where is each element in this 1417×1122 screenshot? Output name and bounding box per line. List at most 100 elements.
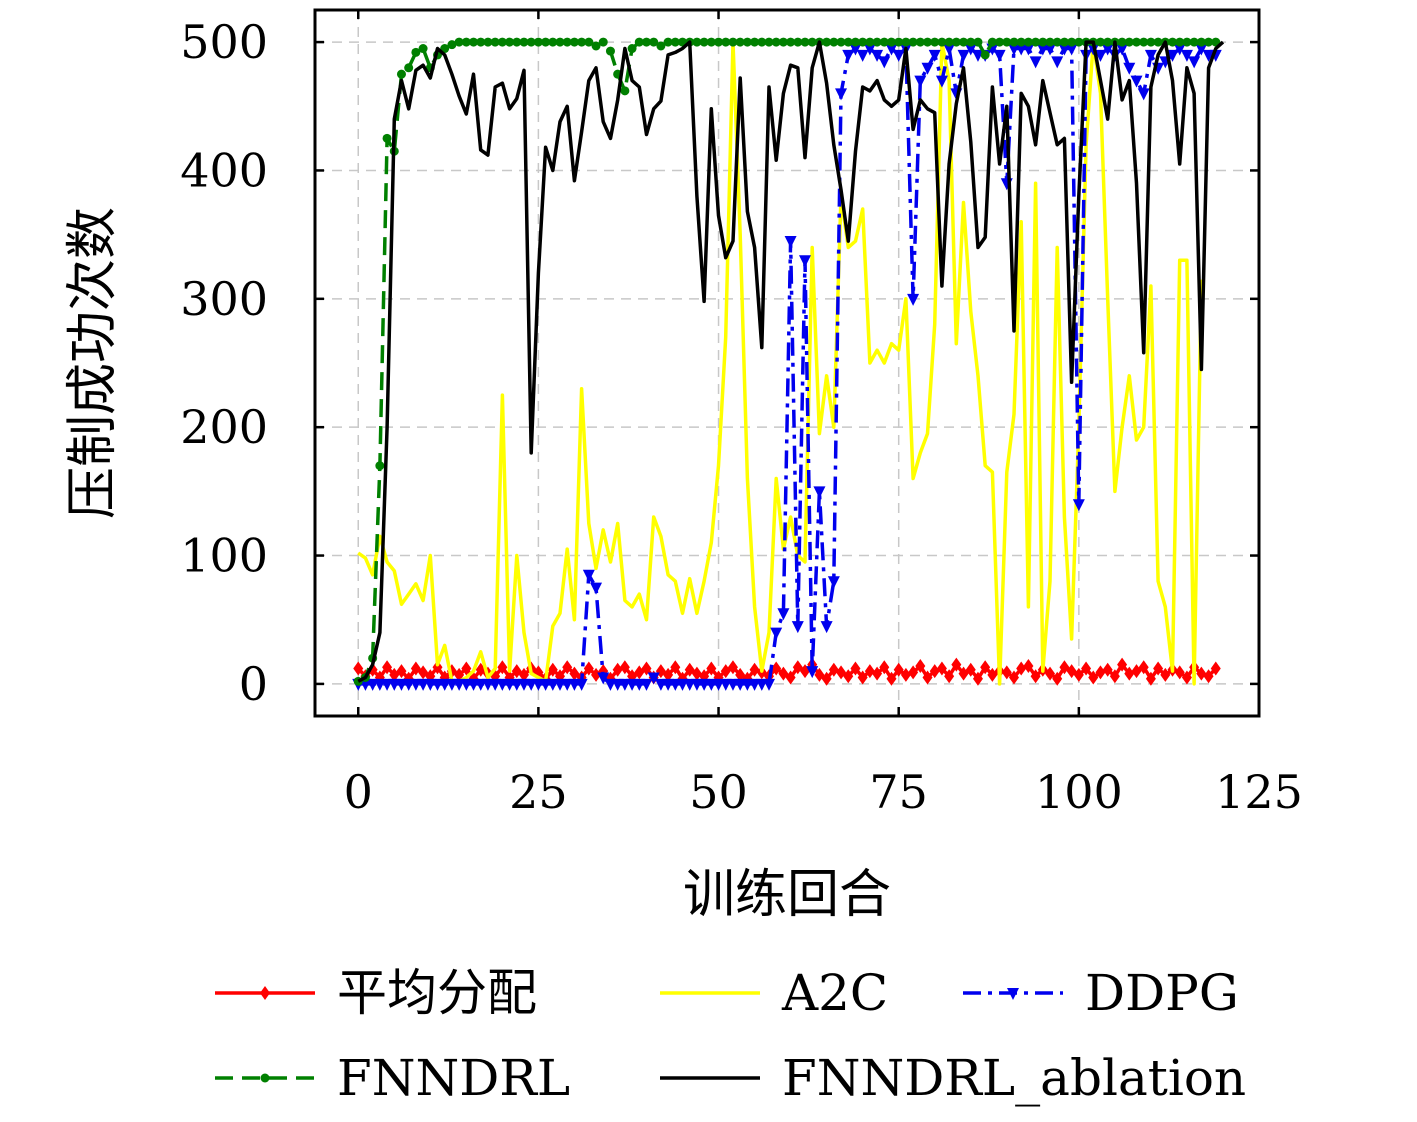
data-point — [878, 56, 891, 69]
data-point — [872, 37, 882, 47]
data-point — [944, 37, 954, 47]
legend-label: 平均分配 — [337, 964, 537, 1022]
data-point — [569, 37, 579, 47]
x-axis-label: 训练回合 — [683, 865, 891, 925]
data-point — [987, 37, 997, 47]
data-point — [641, 37, 651, 47]
data-point — [1138, 660, 1149, 675]
data-point — [1196, 666, 1207, 681]
legend-entry: FNNDRL — [215, 1049, 570, 1107]
data-point — [835, 88, 848, 101]
data-point — [1210, 661, 1221, 676]
data-point — [583, 661, 594, 676]
data-point — [850, 661, 861, 676]
data-point — [827, 576, 840, 589]
series-layer — [352, 37, 1225, 691]
data-point — [943, 43, 956, 56]
legend-label: A2C — [781, 964, 888, 1022]
data-point — [821, 671, 832, 686]
data-point — [1095, 665, 1106, 680]
data-point — [856, 49, 869, 62]
data-point — [562, 660, 573, 675]
data-point — [404, 63, 414, 73]
data-point — [1188, 56, 1201, 69]
data-point — [663, 667, 674, 682]
data-point — [1065, 43, 1078, 56]
y-axis-label: 压制成功次数 — [63, 207, 123, 519]
data-point — [1044, 43, 1057, 56]
data-point — [786, 37, 796, 47]
data-point — [995, 37, 1005, 47]
legend-entry: 平均分配 — [215, 964, 537, 1022]
data-point — [929, 664, 940, 679]
series-4 — [357, 40, 1225, 683]
data-point — [937, 37, 947, 47]
data-point — [497, 37, 507, 47]
data-point — [619, 660, 630, 675]
data-point — [649, 37, 659, 47]
data-point — [1137, 88, 1150, 101]
data-point — [907, 293, 920, 306]
data-point — [727, 660, 738, 675]
data-point — [843, 37, 853, 47]
data-point — [957, 49, 970, 62]
data-point — [714, 37, 724, 47]
data-point — [886, 671, 897, 686]
y-tick-label: 200 — [180, 400, 268, 454]
data-point — [980, 50, 990, 60]
data-point — [829, 37, 839, 47]
data-point — [1139, 37, 1149, 47]
data-point — [959, 37, 969, 47]
data-point — [1059, 37, 1069, 47]
data-point — [490, 37, 500, 47]
data-point — [1009, 37, 1019, 47]
legend-marker — [260, 1073, 270, 1083]
legend-label: DDPG — [1085, 964, 1239, 1022]
data-point — [375, 461, 385, 471]
data-point — [461, 37, 471, 47]
data-point — [476, 37, 486, 47]
data-point — [1067, 37, 1077, 47]
data-point — [512, 37, 522, 47]
series-2 — [352, 43, 1222, 691]
data-point — [605, 46, 615, 56]
data-point — [1131, 37, 1141, 47]
data-point — [533, 37, 543, 47]
data-point — [396, 69, 406, 79]
data-point — [1203, 669, 1214, 684]
series-3 — [353, 37, 1221, 686]
data-point — [1180, 49, 1193, 62]
x-tick-label: 25 — [509, 765, 568, 819]
data-point — [1031, 37, 1041, 47]
data-point — [1109, 669, 1120, 684]
data-point — [777, 608, 790, 621]
data-point — [1051, 56, 1064, 69]
data-point — [771, 661, 782, 676]
data-point — [993, 49, 1006, 62]
data-point — [505, 37, 515, 47]
data-point — [1160, 667, 1171, 682]
legend-marker — [260, 986, 270, 1000]
data-point — [1030, 669, 1041, 684]
data-point — [647, 672, 660, 685]
data-point — [750, 37, 760, 47]
data-point — [597, 672, 610, 685]
data-point — [1123, 62, 1136, 75]
data-point — [1130, 75, 1143, 88]
data-point — [865, 37, 875, 47]
data-point — [778, 37, 788, 47]
data-point — [980, 660, 991, 675]
data-point — [1153, 37, 1163, 47]
data-point — [1023, 658, 1034, 673]
data-point — [785, 670, 796, 685]
x-tick-label: 100 — [1035, 765, 1123, 819]
data-point — [914, 75, 927, 88]
data-point — [1029, 56, 1042, 69]
data-point — [799, 255, 812, 268]
data-point — [575, 678, 588, 691]
data-point — [656, 41, 666, 51]
data-point — [691, 666, 702, 681]
data-point — [791, 621, 804, 634]
data-point — [1182, 37, 1192, 47]
